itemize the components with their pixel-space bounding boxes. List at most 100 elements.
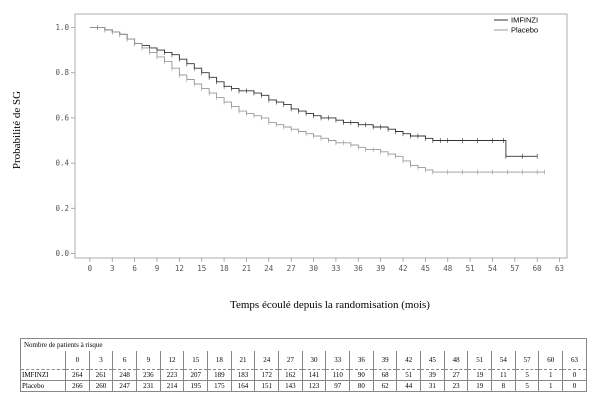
x-tick-label: 54 (488, 264, 498, 273)
risk-count-cell: 260 (88, 380, 113, 392)
risk-count-cell: 44 (396, 380, 421, 392)
risk-table-corner (20, 351, 66, 370)
risk-count-cell: 90 (349, 369, 374, 381)
risk-count-cell: 247 (112, 380, 137, 392)
risk-count-cell: 1 (538, 369, 563, 381)
risk-time-header: 9 (136, 351, 161, 370)
risk-count-cell: 189 (207, 369, 232, 381)
risk-row-label: Placebo (20, 380, 66, 392)
risk-count-cell: 0 (562, 380, 587, 392)
x-tick-label: 42 (398, 264, 407, 273)
risk-count-cell: 23 (443, 380, 468, 392)
x-axis-title: Temps écoulé depuis la randomisation (mo… (230, 299, 430, 311)
risk-count-cell: 0 (562, 369, 587, 381)
x-tick-label: 30 (309, 264, 319, 273)
risk-time-header: 45 (420, 351, 445, 370)
km-chart: 0.00.20.40.60.81.0 0 3 6 9 12 15 18 21 24 27 30 33 3… (11, 13, 568, 311)
risk-time-header: 18 (207, 351, 232, 370)
x-tick-label: 45 (421, 264, 430, 273)
risk-count-cell: 207 (183, 369, 208, 381)
x-tick-label: 3 (110, 264, 115, 273)
risk-time-header: 54 (491, 351, 516, 370)
risk-time-header: 39 (372, 351, 397, 370)
risk-count-cell: 19 (467, 380, 492, 392)
risk-count-cell: 172 (254, 369, 279, 381)
y-tick-label: 0.6 (55, 113, 69, 122)
risk-table: Nombre de patients à risque 0 3 6 9 12 15 18 21… (20, 338, 587, 392)
risk-count-cell: 19 (467, 369, 492, 381)
x-tick-label: 15 (197, 264, 206, 273)
risk-count-cell: 236 (136, 369, 161, 381)
x-tick-label: 0 (88, 264, 93, 273)
risk-time-header: 3 (88, 351, 113, 370)
risk-count-cell: 1 (538, 380, 563, 392)
risk-table-title-row: Nombre de patients à risque (20, 338, 587, 351)
x-tick-label: 60 (533, 264, 543, 273)
risk-count-cell: 80 (349, 380, 374, 392)
risk-table-title: Nombre de patients à risque (20, 338, 587, 351)
risk-count-cell: 223 (159, 369, 184, 381)
risk-time-header: 30 (301, 351, 326, 370)
risk-time-header: 6 (112, 351, 137, 370)
risk-count-cell: 68 (372, 369, 397, 381)
risk-count-cell: 151 (254, 380, 279, 392)
risk-count-cell: 183 (230, 369, 255, 381)
legend: IMFINZI Placebo (494, 16, 538, 35)
x-tick-label: 24 (264, 264, 274, 273)
risk-table-header-row: 0 3 6 9 12 15 18 21 24 27 30 33 36 39 42 45 48 51 54 57 60 63 (20, 351, 587, 370)
x-tick-label: 12 (175, 264, 184, 273)
risk-time-header: 15 (183, 351, 208, 370)
x-tick-label: 51 (466, 264, 475, 273)
risk-time-header: 27 (278, 351, 303, 370)
risk-count-cell: 11 (491, 369, 516, 381)
risk-time-header: 57 (514, 351, 539, 370)
y-axis: 0.0 0.2 0.4 0.6 0.8 1.0 (55, 23, 75, 258)
risk-time-header: 0 (65, 351, 90, 370)
risk-time-header: 63 (562, 351, 587, 370)
risk-count-cell: 97 (325, 380, 350, 392)
y-axis-title: Probabilité de SG (11, 91, 23, 169)
risk-count-cell: 51 (396, 369, 421, 381)
risk-count-cell: 195 (183, 380, 208, 392)
y-tick-label: 1.0 (55, 23, 69, 32)
risk-count-cell: 31 (420, 380, 445, 392)
risk-time-header: 12 (159, 351, 184, 370)
x-axis: 0 3 6 9 12 15 18 21 24 27 30 33 36 39 42 45 48 51 54 57 60 63 (88, 258, 564, 273)
risk-count-cell: 143 (278, 380, 303, 392)
risk-count-cell: 123 (301, 380, 326, 392)
x-tick-label: 36 (354, 264, 364, 273)
series-line-placebo (89, 27, 545, 173)
risk-time-header: 51 (467, 351, 492, 370)
risk-count-cell: 231 (136, 380, 161, 392)
risk-count-cell: 214 (159, 380, 184, 392)
x-tick-label: 21 (242, 264, 251, 273)
risk-time-header: 21 (230, 351, 255, 370)
risk-count-cell: 248 (112, 369, 137, 381)
x-tick-label: 48 (443, 264, 453, 273)
risk-count-cell: 164 (230, 380, 255, 392)
risk-time-header: 42 (396, 351, 421, 370)
risk-count-cell: 62 (372, 380, 397, 392)
risk-count-cell: 110 (325, 369, 350, 381)
y-tick-label: 0.0 (55, 249, 69, 258)
series-layer (89, 25, 545, 175)
risk-time-header: 36 (349, 351, 374, 370)
y-tick-label: 0.2 (55, 204, 69, 213)
legend-label-imfinzi: IMFINZI (511, 16, 538, 25)
plot-area (74, 13, 568, 259)
x-tick-label: 9 (155, 264, 160, 273)
x-tick-label: 27 (287, 264, 296, 273)
risk-count-cell: 266 (65, 380, 90, 392)
risk-count-cell: 141 (301, 369, 326, 381)
risk-count-cell: 162 (278, 369, 303, 381)
x-tick-label: 63 (555, 264, 564, 273)
risk-count-cell: 264 (65, 369, 90, 381)
x-tick-label: 57 (510, 264, 519, 273)
y-tick-label: 0.4 (55, 159, 69, 168)
risk-time-header: 60 (538, 351, 563, 370)
risk-time-header: 24 (254, 351, 279, 370)
risk-time-header: 33 (325, 351, 350, 370)
risk-count-cell: 39 (420, 369, 445, 381)
risk-count-cell: 5 (514, 369, 539, 381)
risk-count-cell: 175 (207, 380, 232, 392)
